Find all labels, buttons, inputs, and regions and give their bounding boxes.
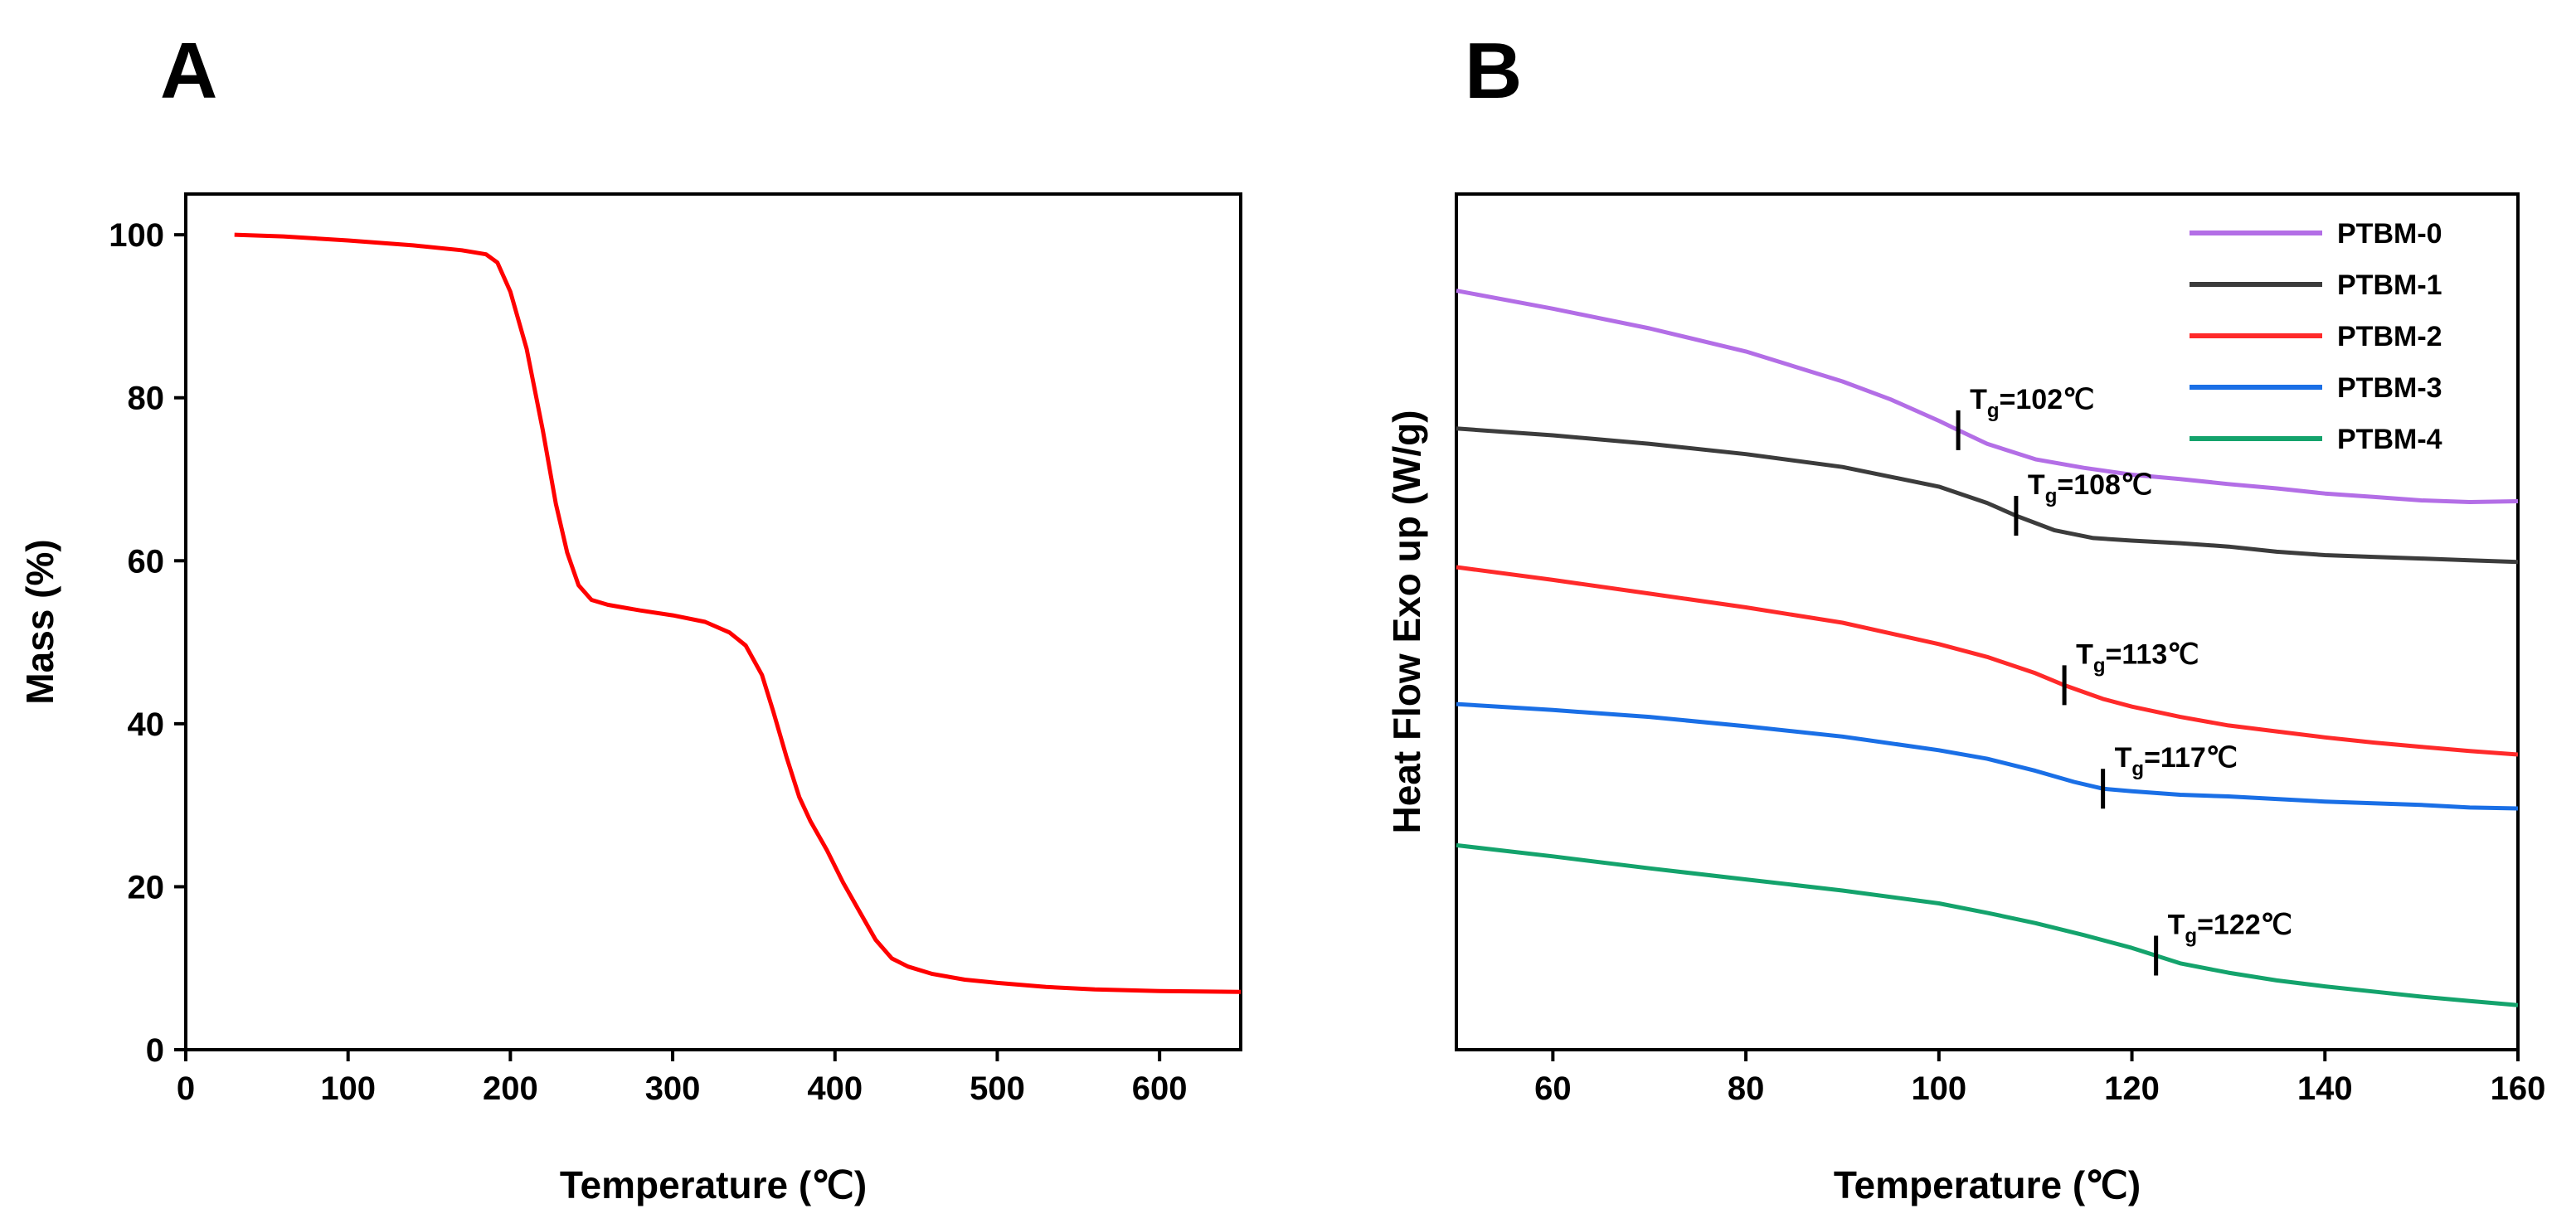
panel-b-label: B <box>1465 27 1522 115</box>
panel-b-x-tick-label: 120 <box>2104 1070 2160 1107</box>
legend-label-ptbm-1: PTBM-1 <box>2337 269 2442 301</box>
panel-b-tg-label: Tg=117℃ <box>2115 742 2238 780</box>
legend-label-ptbm-0: PTBM-0 <box>2337 218 2442 250</box>
panel-a-y-axis-title: Mass (%) <box>18 539 61 704</box>
panel-b-y-axis-title: Heat Flow Exo up (W/g) <box>1385 410 1428 833</box>
panel-b-tg-label: Tg=113℃ <box>2076 638 2199 677</box>
panel-b-plot-frame <box>1455 192 2520 1051</box>
panel-a-x-tick-label: 0 <box>177 1070 195 1107</box>
panel-a-x-tick-label: 600 <box>1132 1070 1188 1107</box>
panel-b-x-tick-label: 160 <box>2491 1070 2546 1107</box>
panel-a-y-tick-label: 40 <box>128 706 165 743</box>
panel-b-series <box>1456 289 2519 1007</box>
panel-b-x-tick-label: 140 <box>2297 1070 2353 1107</box>
panel-a-x-tick-label: 300 <box>645 1070 701 1107</box>
panel-a-series <box>234 232 1242 994</box>
panel-a-label: A <box>160 27 217 115</box>
panel-a-x-tick-label: 400 <box>807 1070 863 1107</box>
legend-label-ptbm-3: PTBM-3 <box>2337 372 2442 404</box>
panel-b: B 60 80 100 120 140 160 Tg=102℃ Tg=108℃ Tg=113℃… <box>1385 27 2545 1206</box>
panel-b-series-line-ptbm-3 <box>1456 701 2519 811</box>
legend-label-ptbm-2: PTBM-2 <box>2337 321 2442 352</box>
panel-b-series-line-ptbm-4 <box>1456 842 2519 1007</box>
panel-b-x-tick-label: 100 <box>1911 1070 1966 1107</box>
panel-b-tg-label: Tg=108℃ <box>2028 469 2152 507</box>
panel-b-ticks: 60 80 100 120 140 160 <box>1534 1050 2545 1107</box>
panel-b-tg-label: Tg=102℃ <box>1970 384 2094 422</box>
panel-b-x-tick-label: 80 <box>1728 1070 1765 1107</box>
panel-a-x-tick-label: 200 <box>483 1070 538 1107</box>
panel-a-y-tick-label: 0 <box>146 1032 164 1069</box>
panel-b-tg-label: Tg=122℃ <box>2168 909 2292 947</box>
panel-a-y-tick-label: 80 <box>128 381 165 417</box>
panel-a-mass-line <box>234 232 1242 994</box>
panel-b-tg-annotations: Tg=102℃ Tg=108℃ Tg=113℃ Tg=117℃ Tg=122℃ <box>1956 384 2292 976</box>
panel-b-series-line-ptbm-0 <box>1456 289 2519 504</box>
panel-a-y-tick-label: 20 <box>128 869 165 905</box>
legend-label-ptbm-4: PTBM-4 <box>2337 424 2442 455</box>
panel-b-x-axis-title: Temperature (℃) <box>1834 1163 2141 1206</box>
panel-a-x-axis-title: Temperature (℃) <box>560 1163 867 1206</box>
panel-a-plot-frame <box>184 192 1242 1051</box>
panel-b-series-line-ptbm-2 <box>1456 565 2519 757</box>
panel-a: A 0 100 200 300 400 500 600 0 20 40 60 80 100 Temper… <box>18 27 1242 1206</box>
panel-a-y-tick-label: 100 <box>109 217 164 254</box>
panel-b-legend: PTBM-0 PTBM-1 PTBM-2 PTBM-3 PTBM-4 <box>2190 218 2442 455</box>
panel-a-ticks: 0 100 200 300 400 500 600 0 20 40 60 80 100 <box>109 217 1187 1107</box>
panel-b-series-line-ptbm-1 <box>1456 426 2519 565</box>
panel-a-x-tick-label: 500 <box>970 1070 1025 1107</box>
panel-a-y-tick-label: 60 <box>128 543 165 580</box>
panel-b-x-tick-label: 60 <box>1534 1070 1572 1107</box>
panel-a-x-tick-label: 100 <box>320 1070 376 1107</box>
